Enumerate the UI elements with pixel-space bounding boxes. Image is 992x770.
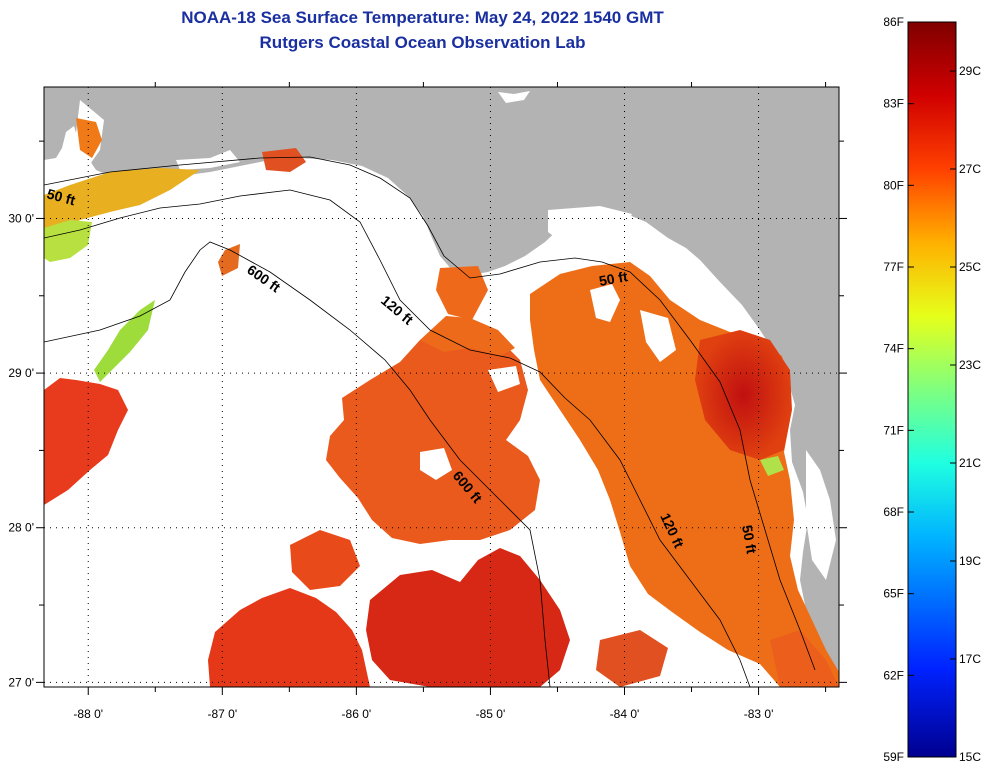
sst-patch xyxy=(770,630,839,687)
colorbar-f-label: 68F xyxy=(883,505,904,519)
contour-line xyxy=(44,156,816,671)
colorbar-f-label: 80F xyxy=(883,178,904,192)
nodata-hole xyxy=(590,284,620,322)
colorbar-f-label: 71F xyxy=(883,423,904,437)
sst-patch xyxy=(262,148,306,172)
nodata-hole xyxy=(488,366,520,392)
colorbar-c-label: 23C xyxy=(959,358,981,372)
colorbar xyxy=(907,21,957,758)
colorbar-f-label: 74F xyxy=(883,342,904,356)
lake-shape xyxy=(498,91,530,103)
colorbar-f-label: 83F xyxy=(883,97,904,111)
sst-patch xyxy=(366,548,570,687)
lon-tick-label: -84 0' xyxy=(610,707,640,721)
colorbar-f-label: 65F xyxy=(883,587,904,601)
bay-shape xyxy=(548,206,632,250)
lat-tick-label: 30 0' xyxy=(8,211,34,225)
lon-tick-label: -88 0' xyxy=(73,707,103,721)
coastal-nodata-shape xyxy=(806,450,836,580)
lat-tick-label: 28 0' xyxy=(8,521,34,535)
sst-patch xyxy=(596,630,668,687)
lon-tick-label: -83 0' xyxy=(744,707,774,721)
map-title: NOAA-18 Sea Surface Temperature: May 24,… xyxy=(181,8,664,27)
sst-patch xyxy=(760,456,784,476)
land-mass xyxy=(44,87,839,680)
colorbar-c-label: 27C xyxy=(959,162,981,176)
sst-patch xyxy=(290,530,360,590)
colorbar-f-label: 86F xyxy=(883,15,904,29)
lon-tick-label: -85 0' xyxy=(476,707,506,721)
colorbar-labels: 86F 83F 80F 77F 74F 71F 68F 65F 62F 59F 29C 27C 25C 2… xyxy=(883,15,981,764)
lon-tick-label: -87 0' xyxy=(207,707,237,721)
colorbar-c-label: 21C xyxy=(959,456,981,470)
contour-line xyxy=(44,189,751,687)
graticule xyxy=(44,87,839,687)
sst-patch xyxy=(326,330,540,544)
sst-patch xyxy=(420,316,515,356)
coastal-nodata-shape xyxy=(176,150,240,170)
sst-field xyxy=(44,118,839,687)
map-subtitle: Rutgers Coastal Ocean Observation Lab xyxy=(259,33,586,52)
contour-label-50ft-south: 50 ft xyxy=(739,524,760,555)
sst-patch xyxy=(76,118,102,158)
map-frame xyxy=(43,86,840,688)
sst-patch xyxy=(44,168,200,232)
contour-label-50ft-north: 50 ft xyxy=(598,268,629,289)
sst-patch xyxy=(208,588,370,687)
sst-patch xyxy=(44,220,92,262)
colorbar-f-label: 59F xyxy=(883,750,904,764)
depth-contours xyxy=(44,156,816,687)
sst-patch xyxy=(436,266,488,320)
sst-patch xyxy=(44,378,128,505)
colorbar-f-label: 77F xyxy=(883,260,904,274)
colorbar-f-label: 62F xyxy=(883,668,904,682)
sst-patch xyxy=(94,300,155,382)
colorbar-c-label: 15C xyxy=(959,750,981,764)
contour-line xyxy=(44,241,551,687)
map-axes: -88 0' -87 0' -86 0' -85 0' -84 0' -83 0' 30 0… xyxy=(8,82,847,721)
colorbar-c-label: 29C xyxy=(959,64,981,78)
colorbar-c-label: 17C xyxy=(959,652,981,666)
nodata-hole xyxy=(420,448,452,480)
colorbar-c-label: 25C xyxy=(959,260,981,274)
sst-patch xyxy=(218,244,240,276)
lon-tick-label: -86 0' xyxy=(342,707,372,721)
lat-tick-label: 27 0' xyxy=(8,675,34,689)
nodata-hole xyxy=(640,310,676,362)
sst-hot-patch xyxy=(695,330,792,460)
lat-tick-label: 29 0' xyxy=(8,366,34,380)
colorbar-c-label: 19C xyxy=(959,554,981,568)
contour-label-50ft-west: 50 ft xyxy=(45,185,77,208)
